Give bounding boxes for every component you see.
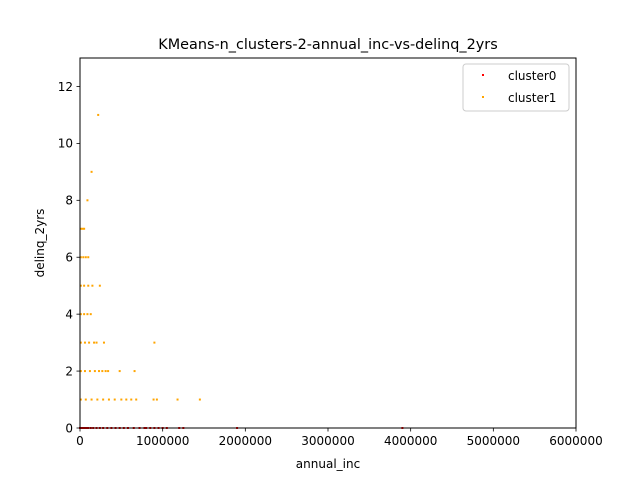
point-cluster1 [135, 398, 138, 401]
point-cluster1 [118, 370, 121, 373]
point-cluster1 [87, 256, 90, 259]
point-cluster1 [79, 313, 82, 316]
point-cluster1 [107, 370, 110, 373]
point-cluster1 [86, 313, 89, 316]
legend-frame [462, 63, 570, 112]
point-cluster1 [104, 370, 107, 373]
point-cluster1 [79, 284, 82, 287]
legend-marker-cluster0 [482, 74, 484, 76]
point-cluster1 [120, 398, 123, 401]
legend-label-cluster0: cluster0 [508, 69, 556, 83]
point-cluster1 [83, 341, 86, 344]
legend-label-cluster1: cluster1 [508, 91, 556, 105]
point-cluster1 [88, 341, 91, 344]
x-tick-label: 0 [76, 434, 84, 448]
point-cluster1 [107, 398, 110, 401]
point-cluster1 [84, 256, 87, 259]
point-cluster1 [79, 256, 82, 259]
point-cluster1 [97, 113, 100, 116]
point-cluster1 [83, 313, 86, 316]
x-tick-label: 3000000 [301, 434, 354, 448]
point-cluster1 [91, 284, 94, 287]
point-cluster1 [82, 256, 85, 259]
y-axis-label: delinq_2yrs [33, 209, 47, 278]
point-cluster1 [86, 199, 89, 202]
x-axis-label: annual_inc [296, 457, 360, 471]
x-tick-label: 5000000 [467, 434, 520, 448]
legend-marker-cluster1 [482, 96, 484, 98]
y-axis: 0 2 4 6 8 10 12 [58, 80, 80, 435]
x-tick-label: 1000000 [136, 434, 189, 448]
point-cluster1 [90, 170, 93, 173]
point-cluster1 [79, 341, 82, 344]
x-tick-label: 6000000 [549, 434, 602, 448]
point-cluster1 [155, 398, 158, 401]
point-cluster1 [176, 398, 179, 401]
point-cluster1 [83, 284, 86, 287]
point-cluster1 [90, 398, 93, 401]
point-cluster1 [79, 227, 82, 230]
point-cluster1 [81, 227, 84, 230]
point-cluster1 [98, 370, 101, 373]
point-cluster1 [153, 341, 156, 344]
point-cluster1 [87, 284, 90, 287]
point-cluster1 [198, 398, 201, 401]
y-tick-label: 0 [65, 421, 73, 435]
y-tick-label: 8 [65, 194, 73, 208]
point-cluster1 [125, 398, 128, 401]
point-cluster1 [133, 370, 136, 373]
point-cluster1 [84, 398, 87, 401]
point-cluster1 [83, 227, 86, 230]
y-tick-label: 6 [65, 251, 73, 265]
point-cluster1 [96, 398, 99, 401]
point-cluster1 [88, 370, 91, 373]
point-cluster1 [83, 370, 86, 373]
x-tick-label: 4000000 [384, 434, 437, 448]
point-cluster1 [102, 398, 105, 401]
point-cluster1 [93, 341, 96, 344]
point-cluster1 [113, 398, 116, 401]
y-tick-label: 10 [58, 137, 73, 151]
y-tick-label: 4 [65, 307, 73, 321]
point-cluster1 [93, 370, 96, 373]
chart-title: KMeans-n_clusters-2-annual_inc-vs-delinq… [158, 37, 497, 53]
point-cluster1 [152, 398, 155, 401]
point-cluster1 [79, 398, 82, 401]
legend: cluster0 cluster1 [462, 63, 570, 112]
point-cluster1 [98, 284, 101, 287]
point-cluster1 [130, 398, 133, 401]
point-cluster1 [101, 370, 104, 373]
point-cluster1 [95, 341, 98, 344]
point-cluster1 [89, 313, 92, 316]
y-tick-label: 12 [58, 80, 73, 94]
y-tick-label: 2 [65, 364, 73, 378]
point-cluster1 [102, 341, 105, 344]
x-tick-label: 2000000 [219, 434, 272, 448]
x-axis: 0 1000000 2000000 3000000 4000000 5000000 6000… [76, 428, 603, 448]
point-cluster1 [79, 370, 82, 373]
